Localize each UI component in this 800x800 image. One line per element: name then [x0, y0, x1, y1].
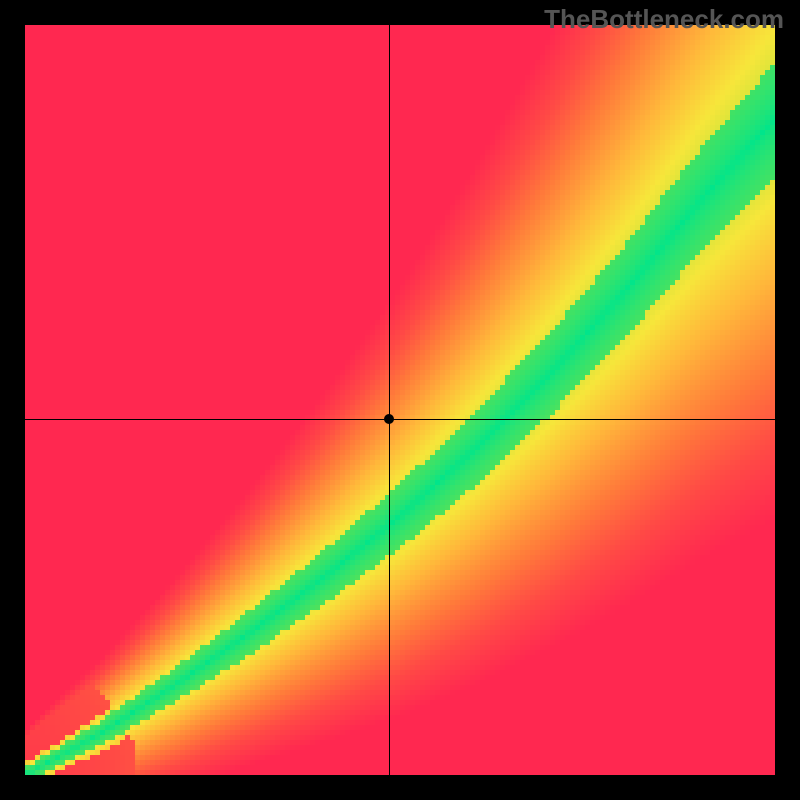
crosshair-vertical [389, 25, 390, 775]
crosshair-horizontal [25, 419, 775, 420]
plot-area [25, 25, 775, 775]
data-point-marker [384, 414, 394, 424]
heatmap-canvas [25, 25, 775, 775]
watermark-text: TheBottleneck.com [544, 4, 784, 35]
